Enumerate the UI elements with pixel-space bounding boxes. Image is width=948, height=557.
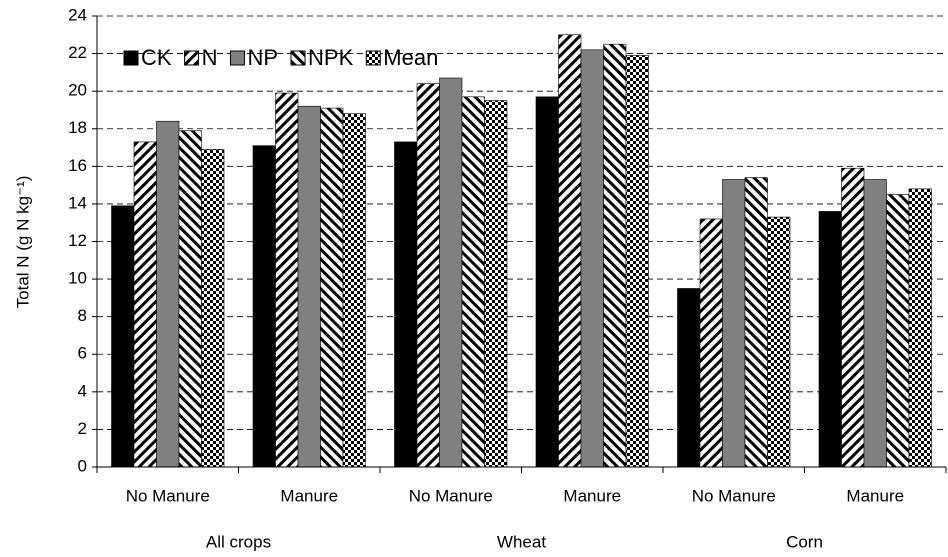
- bar: [580, 49, 604, 468]
- y-tick-label: 6: [78, 344, 87, 363]
- bar: [133, 141, 157, 468]
- x-tick-label: No Manure: [409, 486, 493, 505]
- bar: [156, 120, 180, 468]
- bar: [252, 145, 276, 468]
- bar: [275, 92, 299, 468]
- bar: [722, 179, 746, 468]
- legend-label: Mean: [383, 45, 438, 70]
- bar: [625, 55, 649, 468]
- y-tick-label: 4: [78, 381, 87, 400]
- legend-swatch: [290, 50, 306, 66]
- legend-swatch: [229, 50, 245, 66]
- legend-label: CK: [141, 45, 172, 70]
- x-tick-label: No Manure: [692, 486, 776, 505]
- bar: [484, 100, 508, 468]
- bar: [320, 107, 344, 468]
- group-label: All crops: [206, 532, 271, 551]
- x-tick-label: Manure: [846, 486, 904, 505]
- bar: [439, 77, 463, 468]
- y-tick-label: 8: [78, 306, 87, 325]
- legend-label: NPK: [308, 45, 354, 70]
- legend-label: N: [202, 45, 218, 70]
- y-tick-label: 12: [68, 231, 87, 250]
- bar: [342, 113, 366, 468]
- y-tick-label: 20: [68, 81, 87, 100]
- bar: [111, 205, 135, 468]
- y-axis-label: Total N (g N kg⁻¹): [13, 176, 32, 309]
- y-tick-label: 16: [68, 156, 87, 175]
- y-tick-label: 22: [68, 43, 87, 62]
- bar: [603, 43, 627, 468]
- legend-swatch: [365, 50, 381, 66]
- bar: [908, 188, 932, 468]
- bar: [416, 83, 440, 468]
- x-tick-label: Manure: [280, 486, 338, 505]
- legend-swatch: [123, 50, 139, 66]
- y-tick-label: 10: [68, 269, 87, 288]
- group-label: Wheat: [497, 532, 546, 551]
- bar: [699, 218, 723, 468]
- bar: [178, 130, 202, 468]
- x-tick-label: No Manure: [126, 486, 210, 505]
- bar: [841, 167, 865, 468]
- y-tick-label: 24: [68, 5, 87, 24]
- bar: [886, 194, 910, 468]
- bar: [744, 177, 768, 468]
- bar: [535, 96, 559, 468]
- bar: [558, 34, 582, 468]
- bar: [297, 105, 321, 468]
- y-tick-label: 14: [68, 193, 87, 212]
- bar: [863, 179, 887, 468]
- legend-label: NP: [247, 45, 278, 70]
- x-tick-label: Manure: [563, 486, 621, 505]
- bar: [394, 141, 418, 468]
- y-tick-label: 18: [68, 118, 87, 137]
- y-tick-label: 2: [78, 419, 87, 438]
- bar: [201, 149, 225, 468]
- group-label: Corn: [786, 532, 823, 551]
- bar: [767, 216, 791, 468]
- bar: [818, 211, 842, 468]
- legend-swatch: [184, 50, 200, 66]
- y-tick-label: 0: [78, 456, 87, 475]
- bar: [677, 288, 701, 468]
- bar: [461, 96, 485, 468]
